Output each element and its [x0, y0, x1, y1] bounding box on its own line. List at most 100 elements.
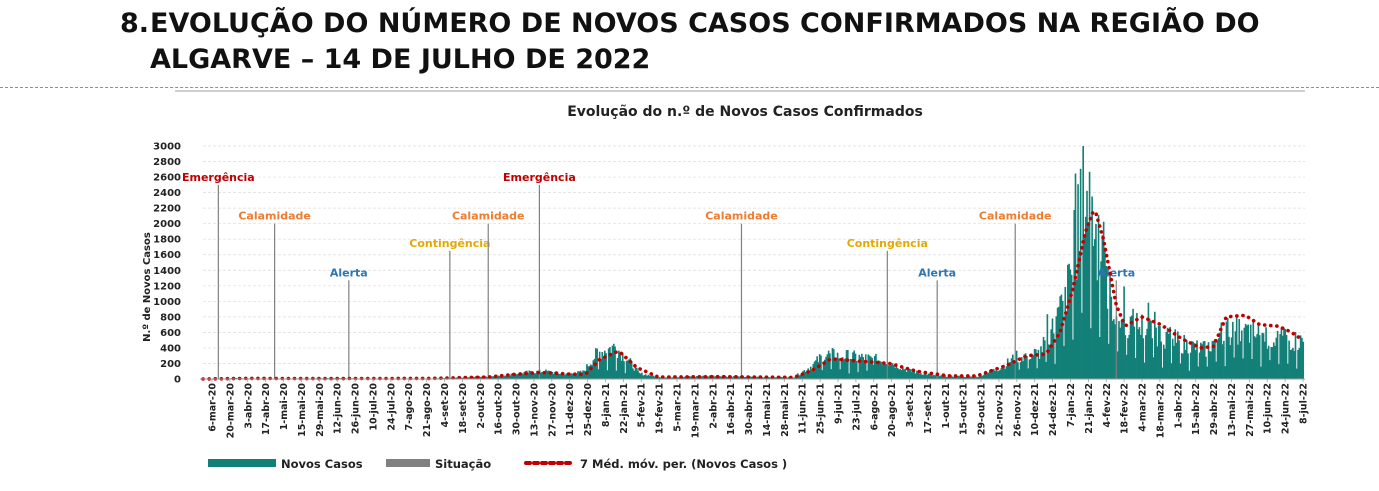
phase-label: Emergência: [182, 171, 255, 184]
novos-casos-bar: [725, 376, 728, 379]
novos-casos-bar: [651, 374, 653, 379]
novos-casos-bar: [1004, 368, 1006, 379]
novos-casos-bar: [584, 371, 587, 379]
novos-casos-bar: [629, 358, 632, 379]
novos-casos-bar: [800, 373, 803, 379]
novos-casos-bar: [491, 376, 494, 379]
novos-casos-bar: [845, 350, 848, 379]
novos-casos-bar: [985, 374, 987, 379]
novos-casos-bar: [887, 365, 890, 379]
novos-casos-bar: [792, 377, 794, 379]
novos-casos-bar: [999, 369, 1001, 379]
novos-casos-bar: [885, 364, 888, 379]
novos-casos-bar: [1003, 364, 1005, 379]
novos-casos-bar: [922, 374, 925, 379]
y-tick-label: 2600: [153, 173, 181, 184]
novos-casos-bar: [1143, 362, 1146, 379]
x-tick-label: 8-jan-21: [601, 383, 612, 427]
y-tick-label: 3000: [153, 142, 181, 153]
x-tick-label: 6-ago-21: [869, 383, 880, 430]
novos-casos-bar: [1060, 294, 1063, 379]
novos-casos-bar: [1253, 336, 1256, 379]
novos-casos-bar: [1040, 346, 1042, 379]
x-tick-label: 17-abr-20: [261, 383, 272, 436]
novos-casos-bar: [528, 370, 531, 379]
novos-casos-bar: [770, 377, 772, 379]
novos-casos-bar: [1169, 327, 1171, 379]
novos-casos-bar: [589, 364, 592, 379]
novos-casos-bar: [1153, 311, 1156, 379]
novos-casos-bar: [1122, 319, 1124, 379]
novos-casos-bar: [1114, 324, 1116, 379]
novos-casos-bar: [1257, 323, 1260, 379]
novos-casos-bar: [1247, 324, 1249, 379]
novos-casos-bar: [632, 368, 634, 379]
novos-casos-bar: [499, 376, 501, 379]
novos-casos-bar: [899, 369, 902, 379]
novos-casos-bar: [566, 373, 569, 379]
legend-label-novos-casos: Novos Casos: [281, 457, 363, 471]
novos-casos-bar: [675, 377, 678, 379]
novos-casos-bar: [639, 373, 642, 379]
x-tick-label: 2-abr-21: [708, 383, 719, 429]
novos-casos-bar: [1001, 368, 1004, 379]
x-tick-label: 13-mai-22: [1227, 383, 1238, 437]
novos-casos-bar: [601, 351, 604, 379]
novos-casos-bar: [1166, 327, 1169, 379]
novos-casos-bar: [1051, 318, 1054, 379]
novos-casos-bar: [1047, 344, 1050, 379]
novos-casos-bar: [1142, 338, 1145, 379]
novos-casos-bar: [939, 376, 941, 379]
phase-label: Contingência: [409, 237, 490, 250]
novos-casos-bar: [1134, 357, 1137, 379]
novos-casos-bar: [1055, 316, 1058, 379]
novos-casos-bar: [995, 370, 998, 379]
novos-casos-bar: [527, 372, 529, 379]
novos-casos-bar: [809, 366, 812, 379]
x-tick-label: 16-abr-21: [726, 383, 737, 435]
novos-casos-bar: [788, 376, 790, 379]
novos-casos-bar: [713, 376, 716, 379]
x-tick-label: 20-ago-21: [887, 383, 898, 437]
novos-casos-bar: [1281, 335, 1284, 379]
novos-casos-bar: [1023, 354, 1026, 379]
novos-casos-bar: [462, 377, 464, 379]
novos-casos-bar: [988, 370, 991, 379]
novos-casos-bar: [635, 367, 638, 379]
novos-casos-bar: [1079, 168, 1082, 379]
novos-casos-bar: [460, 377, 463, 379]
x-tick-label: 7-ago-20: [404, 383, 415, 431]
novos-casos-bar: [497, 375, 500, 379]
novos-casos-bar: [965, 375, 968, 379]
novos-casos-bar: [991, 370, 994, 379]
novos-casos-bar: [694, 376, 697, 379]
novos-casos-bar: [643, 374, 646, 379]
legend-swatch-novos-casos: [208, 459, 276, 467]
phase-label: Alerta: [330, 266, 368, 279]
x-tick-label: 4-set-20: [440, 383, 451, 428]
novos-casos-bar: [638, 372, 641, 379]
novos-casos-bar: [1180, 353, 1183, 379]
novos-casos-bar: [648, 375, 651, 379]
novos-casos-bar: [921, 374, 923, 379]
novos-casos-bar: [829, 353, 831, 379]
x-tick-label: 24-dez-21: [1048, 383, 1059, 436]
novos-casos-bar: [1242, 358, 1244, 379]
novos-casos-bar: [719, 376, 721, 379]
novos-casos-bar: [882, 362, 885, 379]
novos-casos-bar: [1266, 348, 1269, 379]
novos-casos-bar: [514, 373, 517, 379]
x-tick-label: 24-jun-22: [1281, 383, 1292, 434]
novos-casos-bar: [1297, 349, 1299, 379]
novos-casos-bar: [726, 377, 729, 379]
novos-casos-bar: [1280, 327, 1283, 379]
novos-casos-bar: [812, 364, 815, 379]
novos-casos-bar: [896, 368, 899, 379]
novos-casos-bar: [876, 364, 879, 379]
phase-label: Alerta: [918, 266, 956, 279]
novos-casos-bar: [653, 376, 656, 379]
novos-casos-bar: [646, 375, 648, 379]
novos-casos-bar: [930, 373, 932, 379]
novos-casos-bar: [1102, 221, 1105, 379]
novos-casos-bar: [754, 377, 757, 379]
